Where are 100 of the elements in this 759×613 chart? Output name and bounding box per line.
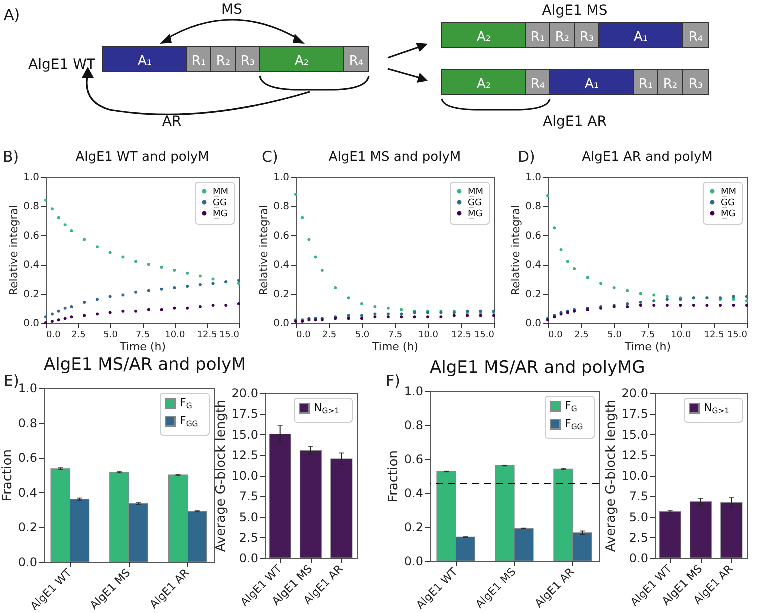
text: A₂ [476, 30, 492, 45]
y-tick-label: 0.8 [18, 416, 38, 430]
y-tick-label: 0.6 [274, 230, 290, 242]
x-axis-title: Time (h) [624, 340, 671, 354]
legend-label: N$_{G>1}$ [704, 402, 730, 416]
y-axis-title: Relative integral [8, 205, 21, 296]
text: C) [262, 148, 278, 166]
text: AR [162, 114, 182, 130]
y-tick-label: 12.5 [622, 448, 648, 462]
text: R₁ [638, 77, 654, 92]
text: A₁ [634, 30, 648, 45]
y-tick-label: 0.8 [404, 418, 424, 432]
legend-label: M̲G [468, 210, 483, 220]
y-tick-label: 17.5 [232, 407, 258, 422]
y-tick-label: 1.0 [24, 172, 40, 184]
x-tick-label: 2.5 [322, 330, 337, 340]
y-tick-label: 0.2 [24, 289, 40, 300]
text: A₂ [476, 77, 492, 92]
y-tick-label: 2.5 [239, 530, 258, 545]
y-axis-title: Average G-block length [214, 400, 229, 552]
legend-label: M̲M [468, 188, 484, 198]
x-tick-label: 7.5 [136, 330, 150, 340]
text: A₂ [294, 54, 310, 69]
y-tick-label: 0.4 [404, 486, 424, 500]
legend-label: G̲G [468, 198, 482, 208]
y-axis-title: Fraction [0, 450, 16, 502]
y-tick-label: 0.2 [526, 289, 542, 300]
x-tick-label: 10.0 [165, 330, 186, 340]
legend-label: N$_{G>1}$ [314, 402, 340, 416]
legend-label: F$_{GG}$ [180, 414, 198, 428]
legend-label: M̲M [213, 188, 229, 198]
y-tick-label: 0.6 [18, 451, 38, 466]
text: R₁ [530, 30, 546, 45]
x-tick-label: 10.0 [418, 330, 439, 340]
x-tick-label: 0.0 [46, 330, 62, 340]
text: AlgE1 MS [542, 3, 608, 19]
legend-label: G̲G [721, 198, 735, 208]
text: R₂ [216, 54, 231, 69]
chart-title: AlgE1 MS/AR and polyMG [430, 358, 646, 378]
y-axis-title: Fraction [386, 450, 402, 502]
y-tick-label: 0.0 [24, 318, 40, 330]
x-tick-label: 15.0 [219, 330, 240, 340]
x-tick-label: 15.0 [474, 330, 495, 340]
x-tick-label: 10.0 [671, 330, 692, 340]
x-tick-label: 5.0 [104, 330, 118, 340]
x-tick-label: 12.5 [197, 330, 218, 340]
y-tick-label: 1.0 [274, 172, 290, 184]
y-tick-label: 0.2 [18, 520, 38, 535]
y-axis-title: Relative integral [510, 205, 523, 296]
text: A₁ [138, 54, 152, 69]
text: AlgE1 WT [28, 57, 96, 73]
y-tick-label: 0.0 [526, 318, 542, 330]
y-tick-label: 0.0 [274, 318, 290, 330]
y-tick-label: 0.4 [18, 486, 38, 500]
chart-title: AlgE1 WT and polyM [76, 150, 210, 165]
x-tick-label: 0.0 [548, 330, 564, 340]
text: R₃ [688, 77, 704, 92]
y-tick-label: 0.6 [526, 230, 542, 242]
y-tick-label: 7.5 [629, 490, 648, 504]
y-tick-label: 20.0 [232, 386, 258, 400]
y-axis-title: Average G-block length [604, 400, 619, 552]
y-tick-label: 0.6 [24, 230, 40, 242]
text: R₂ [555, 30, 570, 45]
y-axis-title: Relative integral [258, 205, 271, 296]
chart-title: AlgE1 MS/AR and polyM [44, 355, 246, 375]
text: B) [3, 148, 20, 166]
y-tick-label: 0.8 [274, 202, 290, 213]
chart-title: AlgE1 AR and polyM [582, 150, 713, 165]
text: A₁ [584, 77, 600, 92]
text: A) [4, 6, 20, 24]
y-tick-label: 0.0 [239, 552, 258, 566]
text: F) [386, 372, 400, 390]
y-tick-label: 0.2 [404, 520, 424, 534]
text: R₄ [349, 54, 364, 69]
x-tick-label: 7.5 [640, 330, 656, 340]
x-axis-title: Time (h) [119, 340, 166, 354]
y-tick-label: 0.4 [24, 260, 40, 272]
x-tick-label: 15.0 [727, 330, 748, 340]
y-tick-label: 0.4 [526, 260, 542, 272]
y-tick-label: 20.0 [622, 386, 648, 400]
legend-label: G̲G [213, 198, 227, 208]
x-tick-label: 2.5 [574, 330, 589, 340]
text: R₃ [240, 54, 256, 69]
x-tick-label: 5.0 [608, 330, 622, 340]
y-tick-label: 5.0 [629, 510, 648, 524]
y-tick-label: 2.5 [629, 530, 648, 545]
x-tick-label: 12.5 [451, 330, 472, 340]
x-tick-label: 7.5 [388, 330, 403, 340]
chart-title: AlgE1 MS and polyM [328, 150, 462, 165]
y-tick-label: 5.0 [239, 510, 258, 524]
legend-label: M̲G [213, 210, 228, 220]
y-tick-label: 15.0 [622, 428, 648, 442]
y-tick-label: 1.0 [404, 384, 424, 398]
text: R₄ [688, 30, 704, 45]
x-tick-label: 5.0 [355, 330, 370, 340]
y-tick-label: 0.4 [274, 260, 290, 272]
text: R₂ [663, 77, 678, 92]
x-tick-label: 2.5 [72, 330, 86, 340]
text: R₃ [580, 30, 594, 45]
y-tick-label: 7.5 [239, 490, 258, 504]
